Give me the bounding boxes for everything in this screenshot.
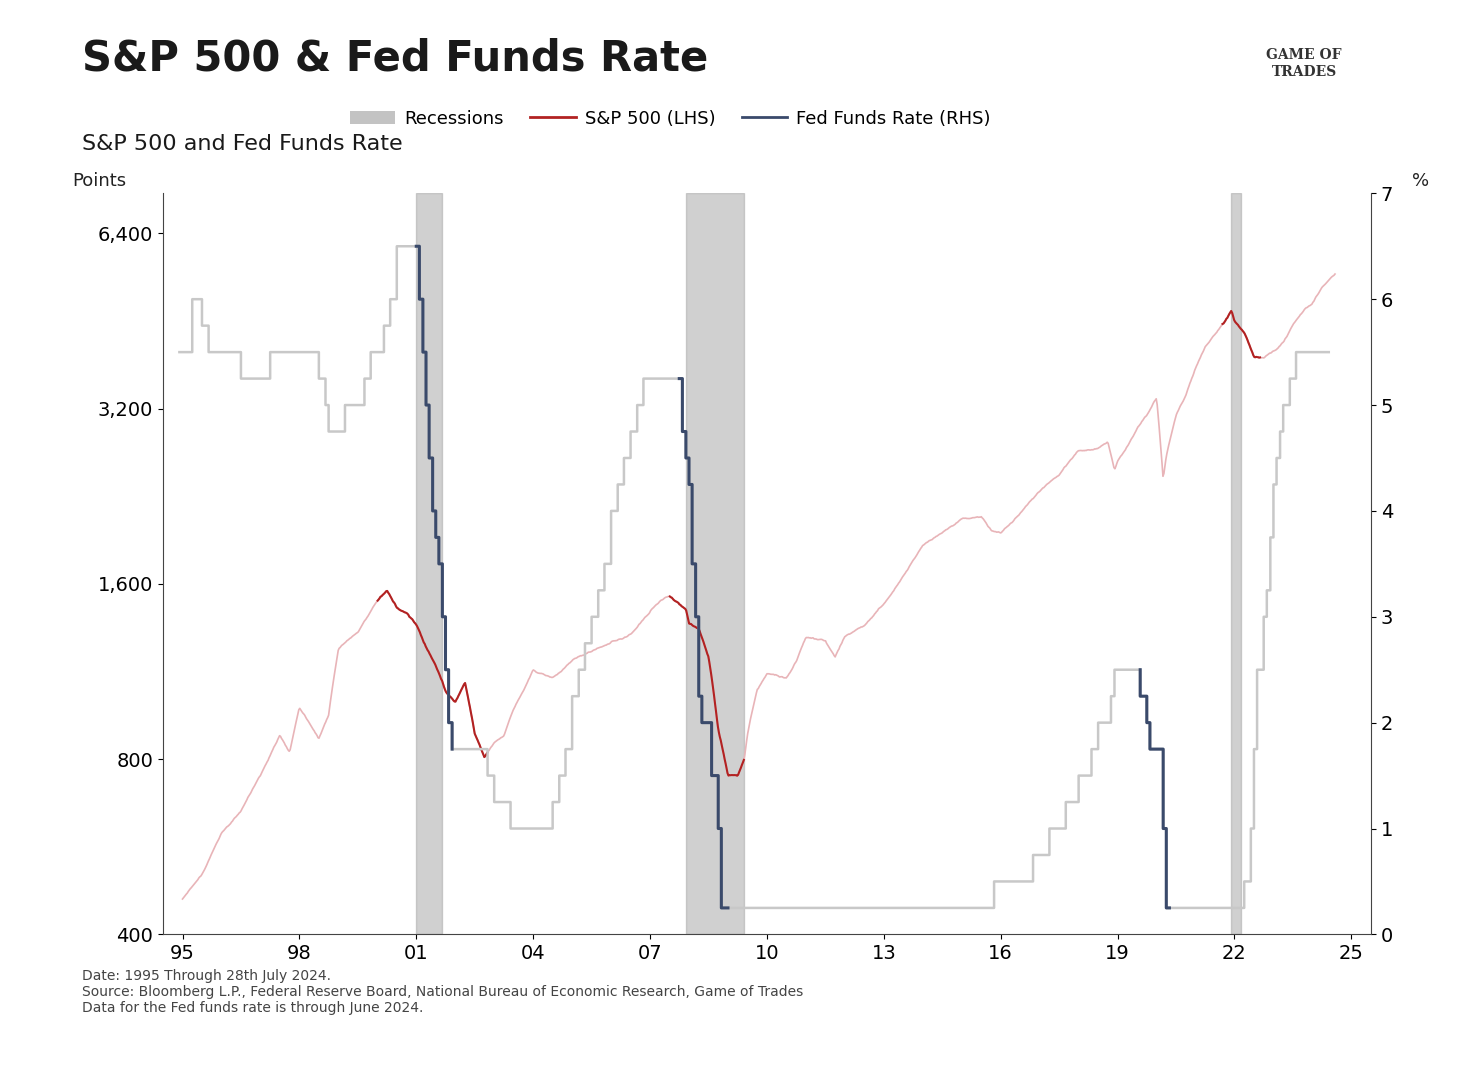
Bar <box>686 193 744 934</box>
Text: %: % <box>1412 172 1429 190</box>
Text: S&P 500 & Fed Funds Rate: S&P 500 & Fed Funds Rate <box>82 38 708 79</box>
Text: S&P 500 and Fed Funds Rate: S&P 500 and Fed Funds Rate <box>82 134 402 155</box>
Bar <box>416 193 443 934</box>
Text: Points: Points <box>73 172 126 190</box>
Bar <box>1232 193 1240 934</box>
Text: GAME OF
TRADES: GAME OF TRADES <box>1267 48 1341 78</box>
Legend: Recessions, S&P 500 (LHS), Fed Funds Rate (RHS): Recessions, S&P 500 (LHS), Fed Funds Rat… <box>342 102 999 134</box>
Text: Date: 1995 Through 28th July 2024.
Source: Bloomberg L.P., Federal Reserve Board: Date: 1995 Through 28th July 2024. Sourc… <box>82 969 803 1015</box>
